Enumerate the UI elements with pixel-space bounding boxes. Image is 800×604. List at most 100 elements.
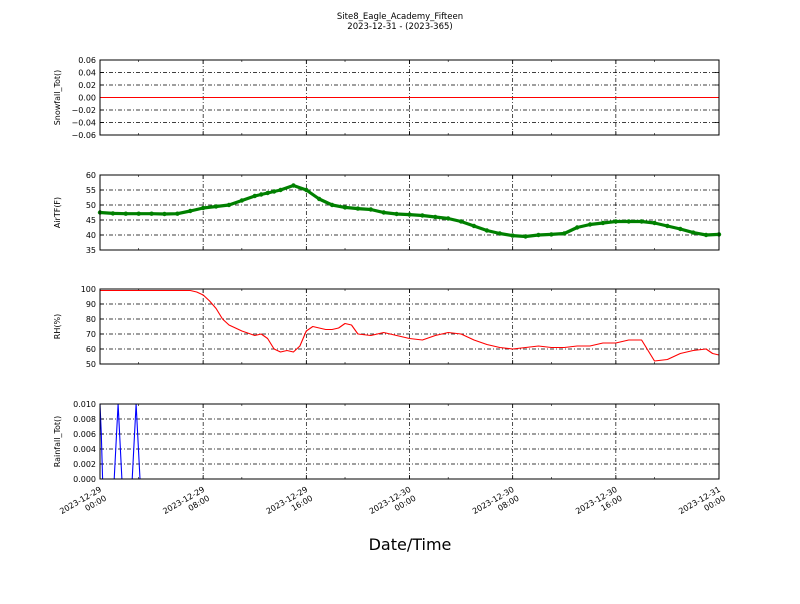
data-point: [613, 219, 619, 224]
x-tick-label: 2023-12-2908:00: [161, 485, 211, 525]
data-point: [213, 204, 219, 209]
data-point: [278, 187, 283, 193]
y-tick-label: 0.04: [78, 69, 96, 78]
data-point: [265, 190, 270, 196]
plot-frame: [99, 59, 720, 136]
data-point: [226, 202, 232, 208]
data-point: [149, 211, 154, 216]
data-point: [510, 233, 515, 238]
data-point: [110, 211, 116, 216]
chart-panels: −0.06 −0.04 −0.02 0.00 0.02 0.04 0.06 Snowfall_…: [53, 56, 727, 525]
panel-2: 35 40 45 50 55 60 AirTF(F): [53, 171, 722, 255]
y-tick-label: 0.00: [78, 94, 96, 103]
data-point: [600, 220, 606, 226]
data-point: [549, 232, 554, 237]
data-point: [703, 232, 709, 238]
panel-1: −0.06 −0.04 −0.02 0.00 0.02 0.04 0.06 Snowfall_…: [53, 56, 720, 140]
data-point: [355, 206, 361, 211]
data-point: [420, 213, 425, 218]
y-tick-label: 0.06: [78, 56, 96, 65]
data-point: [317, 196, 322, 202]
y-tick-label: 90: [86, 300, 96, 309]
y-tick-label: 60: [86, 345, 96, 354]
data-point: [394, 211, 399, 217]
data-point: [258, 192, 264, 197]
plot-frame: [99, 403, 720, 480]
figure-title: Site8_Eagle_Academy_Fifteen: [337, 12, 463, 22]
data-point: [252, 193, 257, 199]
data-point: [626, 219, 631, 224]
y-tick-label: 55: [86, 186, 96, 195]
data-point: [175, 211, 180, 216]
series-line: [100, 289, 720, 362]
y-tick-label: 0.002: [73, 460, 96, 469]
data-point: [458, 219, 464, 224]
y-tick-label: 70: [86, 330, 96, 339]
y-tick-label: 40: [86, 231, 96, 240]
x-tick-label: 2023-12-3016:00: [574, 485, 624, 525]
panel-3: 50 60 70 80 90 100 RH(%): [53, 285, 720, 369]
y-tick-label: 50: [86, 360, 96, 369]
y-tick-label: 0.02: [78, 81, 96, 90]
x-tick-label: 2023-12-2916:00: [265, 485, 315, 525]
y-axis-label: AirTF(F): [53, 197, 62, 228]
y-tick-label: 0.004: [73, 445, 96, 454]
y-tick-label: 100: [81, 285, 96, 294]
data-point: [523, 234, 528, 239]
data-point: [691, 230, 696, 235]
data-point: [188, 208, 193, 214]
plot-frame: [99, 288, 720, 365]
data-point: [562, 231, 567, 236]
y-tick-label: 35: [86, 246, 96, 255]
y-axis-label: Rainfall_Tot(): [53, 416, 62, 468]
data-point: [587, 222, 593, 227]
panel-4: 0.000 0.002 0.004 0.006 0.008 0.010 Rainfall_T…: [53, 400, 720, 484]
data-point: [200, 205, 206, 211]
figure-subtitle: 2023-12-31 - (2023-365): [347, 22, 452, 32]
data-point: [407, 212, 412, 217]
y-tick-label: 0.006: [73, 430, 96, 439]
data-point: [497, 231, 502, 236]
y-tick-label: 45: [86, 216, 96, 225]
data-point: [536, 232, 541, 238]
data-point: [342, 205, 348, 210]
y-tick-label: 60: [86, 171, 96, 180]
data-point: [239, 198, 245, 203]
y-tick-label: 0.000: [73, 475, 96, 484]
data-point: [136, 211, 141, 216]
y-tick-label: −0.02: [71, 106, 96, 115]
x-tick-label: 2023-12-3000:00: [368, 485, 418, 525]
data-point: [678, 226, 683, 232]
data-point: [304, 187, 309, 193]
data-point: [271, 189, 277, 194]
data-point: [162, 211, 167, 217]
data-point: [445, 216, 451, 221]
plot-frame: [99, 174, 720, 251]
x-tick-label: 2023-12-2900:00: [58, 485, 108, 525]
data-point: [639, 219, 644, 224]
y-tick-label: 50: [86, 201, 96, 210]
data-point: [381, 210, 386, 215]
data-point: [665, 223, 670, 229]
x-tick-label: 2023-12-3100:00: [677, 485, 727, 525]
y-axis-label: RH(%): [53, 314, 62, 339]
data-point: [329, 202, 335, 208]
y-tick-label: 80: [86, 315, 96, 324]
y-tick-label: −0.06: [71, 131, 96, 140]
data-point: [574, 225, 580, 230]
data-point: [368, 207, 374, 212]
data-point: [433, 214, 438, 220]
x-axis-label: Date/Time: [369, 535, 452, 554]
data-point: [484, 228, 490, 233]
y-tick-label: 0.010: [73, 400, 96, 409]
data-point: [291, 183, 296, 188]
y-tick-label: −0.04: [71, 119, 96, 128]
x-tick-label: 2023-12-3008:00: [471, 485, 521, 525]
y-tick-label: 0.008: [73, 415, 96, 424]
data-point: [652, 220, 657, 226]
data-point: [471, 223, 477, 229]
y-axis-label: Snowfall_Tot(): [53, 70, 62, 126]
data-point: [123, 211, 128, 216]
